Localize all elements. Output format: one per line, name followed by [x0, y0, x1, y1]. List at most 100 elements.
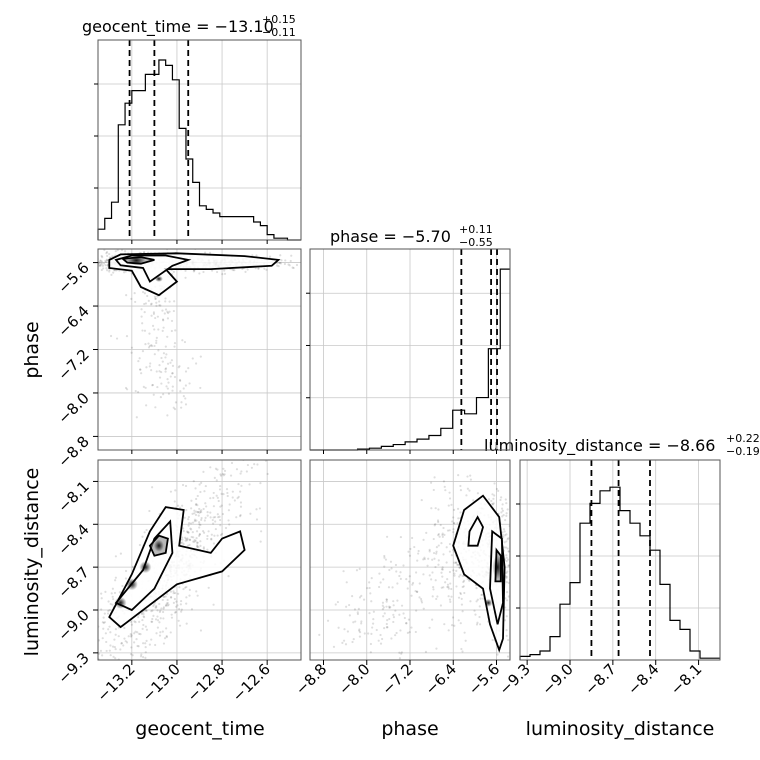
scatter-point: [173, 597, 176, 601]
scatter-point: [131, 565, 135, 568]
scatter-point: [148, 669, 150, 671]
scatter-point: [437, 559, 440, 562]
scatter-point: [388, 606, 391, 610]
scatter-point: [491, 638, 494, 642]
scatter-point: [279, 254, 282, 257]
scatter-point: [117, 635, 120, 638]
scatter-point: [277, 444, 279, 446]
scatter-point: [197, 514, 200, 517]
scatter-point: [168, 310, 171, 313]
scatter-point: [103, 661, 105, 663]
scatter-point: [191, 521, 195, 524]
scatter-point: [141, 535, 144, 538]
scatter-point: [161, 318, 165, 321]
scatter-point: [102, 616, 105, 619]
scatter-point: [60, 266, 62, 268]
scatter-point: [194, 503, 198, 506]
scatter-point: [502, 528, 506, 531]
scatter-point: [385, 605, 388, 608]
scatter-point: [212, 516, 215, 519]
scatter-point: [210, 269, 214, 272]
scatter-point: [510, 565, 512, 567]
scatter-point: [229, 474, 233, 477]
scatter-point: [452, 528, 455, 531]
scatter-point: [436, 595, 439, 598]
scatter-point: [504, 606, 507, 609]
scatter-point: [459, 622, 462, 625]
scatter-point: [194, 362, 198, 365]
scatter-point: [418, 582, 421, 585]
scatter-point: [506, 570, 509, 573]
scatter-point: [84, 644, 86, 646]
scatter-point: [392, 613, 395, 616]
scatter-point: [506, 599, 509, 602]
scatter-point: [192, 480, 195, 483]
scatter-point: [450, 595, 453, 598]
scatter-point: [505, 502, 508, 505]
scatter-point: [125, 641, 129, 644]
scatter-point: [157, 328, 160, 331]
scatter-point: [112, 244, 114, 246]
scatter-point: [153, 344, 156, 348]
scatter-point: [141, 322, 144, 325]
scatter-point: [151, 383, 154, 387]
scatter-point: [188, 543, 191, 546]
scatter-point: [278, 261, 281, 265]
scatter-point: [414, 630, 417, 634]
scatter-point: [405, 622, 408, 625]
scatter-point: [255, 508, 258, 511]
scatter-point: [120, 642, 123, 645]
scatter-point: [452, 530, 455, 534]
scatter-point: [207, 530, 210, 533]
scatter-point: [167, 311, 170, 315]
scatter-point: [171, 372, 174, 375]
scatter-point: [366, 587, 369, 590]
scatter-point: [90, 264, 92, 266]
scatter-point: [158, 610, 161, 614]
scatter-point: [219, 473, 222, 476]
scatter-point: [202, 531, 206, 534]
scatter-point: [434, 565, 437, 569]
scatter-point: [215, 270, 219, 274]
scatter-point: [291, 266, 294, 269]
scatter-point: [133, 641, 136, 644]
scatter-point: [492, 497, 495, 500]
scatter-point: [155, 304, 158, 307]
scatter-point: [105, 259, 109, 262]
scatter-point: [209, 516, 212, 519]
scatter-point: [209, 511, 212, 514]
scatter-point: [218, 515, 221, 518]
scatter-point: [172, 270, 175, 273]
scatter-point: [288, 356, 290, 358]
title-sup: +0.22: [726, 432, 760, 445]
scatter-point: [190, 528, 193, 531]
scatter-point: [435, 552, 438, 555]
scatter-point: [105, 267, 108, 270]
scatter-point: [171, 389, 174, 392]
scatter-point: [142, 610, 145, 613]
scatter-point: [140, 308, 143, 311]
scatter-point: [383, 556, 386, 559]
scatter-point: [143, 329, 147, 332]
scatter-point: [437, 520, 440, 524]
scatter-point: [433, 476, 436, 479]
scatter-point: [143, 311, 146, 314]
scatter-point: [109, 631, 112, 634]
scatter-point: [408, 631, 411, 634]
scatter-point: [231, 490, 234, 493]
scatter-point: [101, 256, 104, 259]
scatter-point: [462, 579, 466, 582]
scatter-point: [292, 266, 295, 270]
scatter-point: [188, 538, 192, 541]
scatter-point: [161, 598, 164, 602]
title-main: luminosity_distance = −8.66: [484, 436, 715, 456]
scatter-point: [184, 586, 187, 589]
scatter-point: [111, 587, 115, 590]
scatter-point: [174, 401, 178, 404]
scatter-point: [60, 261, 62, 263]
scatter-point: [193, 509, 196, 512]
scatter-point: [227, 519, 230, 522]
scatter-point: [166, 592, 169, 596]
scatter-point: [148, 344, 152, 348]
